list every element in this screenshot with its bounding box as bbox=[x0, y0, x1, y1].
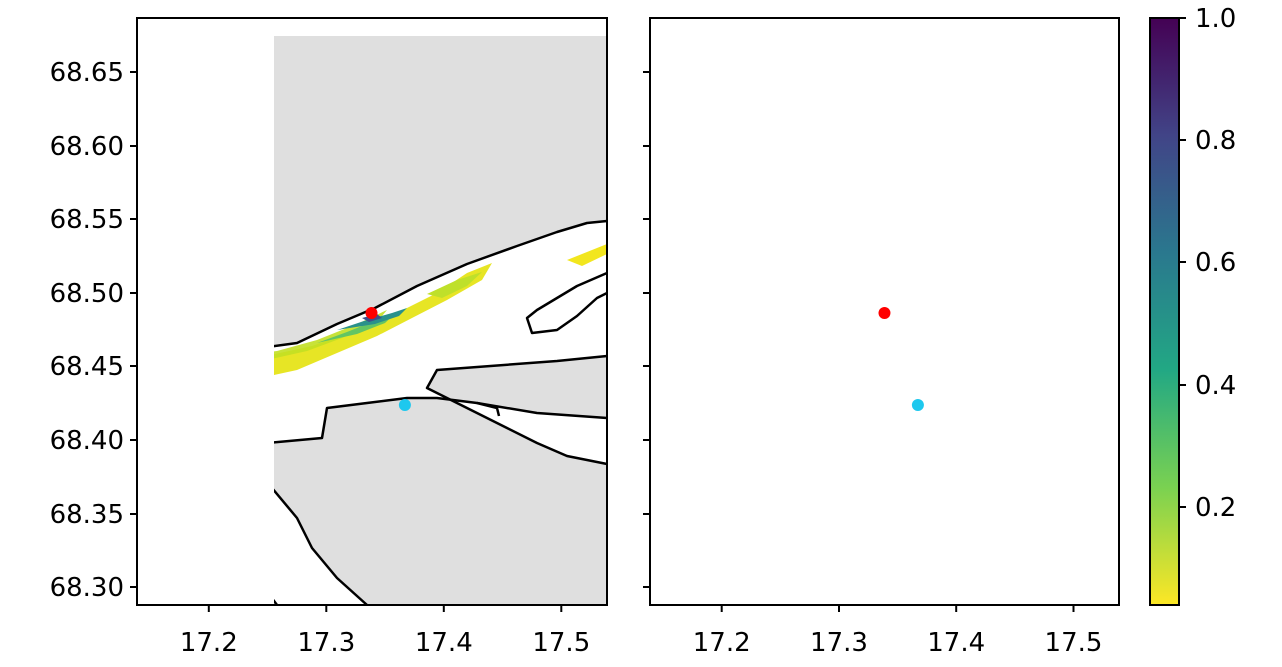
y-tick-label: 68.40 bbox=[50, 426, 124, 456]
x-axis-left: 17.2 17.3 17.4 17.5 bbox=[180, 605, 590, 658]
colorbar-tick-label: 0.4 bbox=[1195, 371, 1236, 401]
colorbar: 0.2 0.4 0.6 0.8 1.0 bbox=[1149, 4, 1236, 606]
x-axis-right: 17.2 17.3 17.4 17.5 bbox=[693, 605, 1103, 658]
x-tick-label: 17.2 bbox=[693, 628, 751, 658]
marker-cyan-right bbox=[911, 399, 924, 411]
colorbar-tick-label: 1.0 bbox=[1195, 4, 1236, 34]
y-tick-label: 68.30 bbox=[50, 573, 124, 603]
marker-cyan-left bbox=[398, 399, 411, 411]
map-panel-right bbox=[649, 17, 1120, 606]
map-panel-left bbox=[136, 17, 609, 607]
y-tick-label: 68.60 bbox=[50, 132, 124, 162]
x-tick-label: 17.3 bbox=[297, 628, 355, 658]
colorbar-tick-label: 0.2 bbox=[1195, 493, 1236, 523]
y-axis: 68.30 68.35 68.40 68.45 68.50 68.55 68.6… bbox=[50, 58, 137, 603]
y-tick-label: 68.45 bbox=[50, 352, 124, 382]
y-tick-label: 68.50 bbox=[50, 279, 124, 309]
x-tick-label: 17.5 bbox=[532, 628, 590, 658]
x-tick-label: 17.2 bbox=[180, 628, 238, 658]
marker-red-left bbox=[365, 307, 378, 319]
x-tick-label: 17.4 bbox=[415, 628, 473, 658]
y-tick-label: 68.65 bbox=[50, 58, 124, 88]
x-tick-label: 17.3 bbox=[810, 628, 868, 658]
y-tick-label: 68.55 bbox=[50, 205, 124, 235]
colorbar-gradient bbox=[1149, 17, 1180, 606]
colorbar-tick-label: 0.6 bbox=[1195, 248, 1236, 278]
marker-red-right bbox=[878, 307, 891, 319]
y-tick-label: 68.35 bbox=[50, 500, 124, 530]
colorbar-tick-label: 0.8 bbox=[1195, 126, 1236, 156]
x-tick-label: 17.4 bbox=[927, 628, 985, 658]
x-tick-label: 17.5 bbox=[1045, 628, 1103, 658]
y-axis-right-ticks bbox=[643, 71, 650, 588]
